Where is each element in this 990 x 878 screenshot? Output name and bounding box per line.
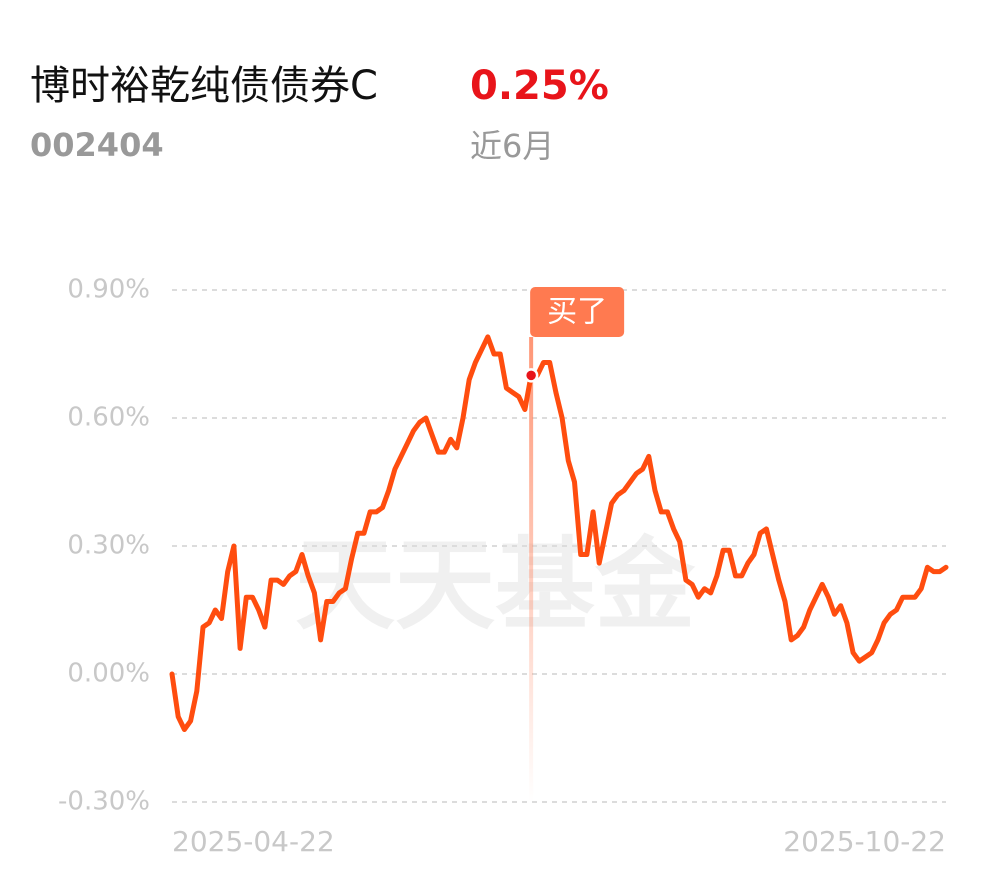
y-tick-label: 0.00% bbox=[67, 659, 150, 689]
line-series bbox=[169, 334, 949, 732]
buy-tag bbox=[530, 287, 625, 337]
fund-name: 博时裕乾纯债债券C bbox=[30, 63, 378, 109]
y-tick-label: 0.90% bbox=[67, 275, 150, 305]
fund-code: 002404 bbox=[30, 126, 164, 164]
buy-guide-line bbox=[529, 337, 534, 802]
x-tick-label: 2025-10-22 bbox=[783, 825, 946, 858]
buy-point bbox=[523, 368, 539, 383]
buy-tag-text: 买了 bbox=[547, 295, 607, 330]
y-tick-label: 0.30% bbox=[67, 531, 150, 561]
y-tick-label: -0.30% bbox=[58, 787, 150, 817]
y-tick-label: 0.60% bbox=[67, 403, 150, 433]
x-tick-label: 2025-04-22 bbox=[172, 825, 335, 858]
fund-return: 0.25% bbox=[470, 63, 609, 109]
period-label: 近6月 bbox=[470, 127, 554, 165]
